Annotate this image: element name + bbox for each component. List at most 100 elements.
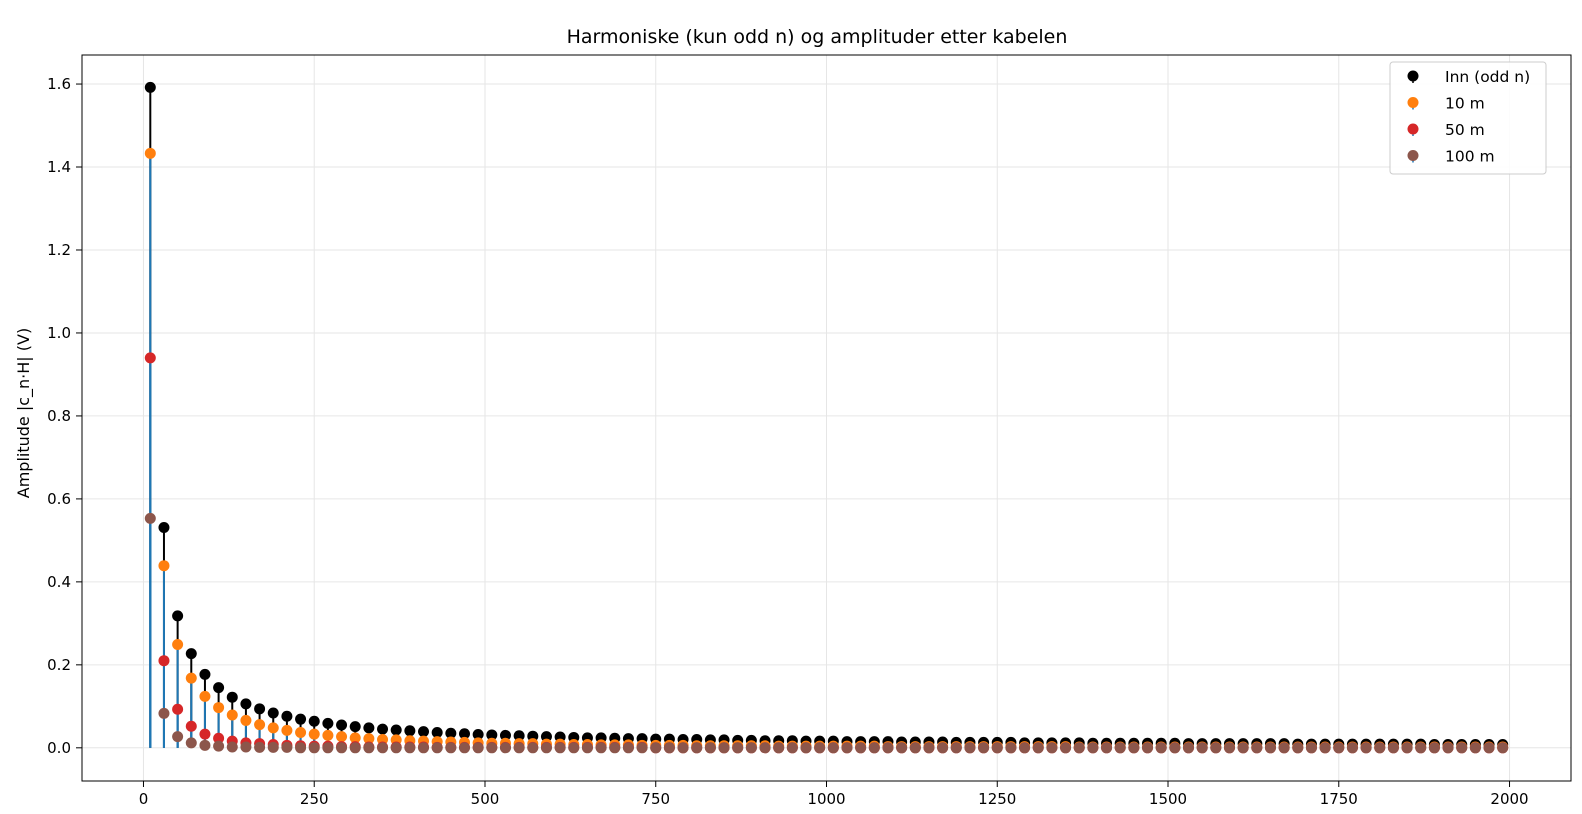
marker-10-m: [281, 724, 293, 736]
x-tick-label: 2000: [1490, 790, 1528, 808]
marker-100-m: [390, 742, 402, 754]
marker-inn-odd-n: [322, 717, 334, 729]
marker-100-m: [800, 742, 812, 754]
marker-50-m: [185, 720, 197, 732]
marker-inn-odd-n: [377, 723, 389, 735]
marker-inn-odd-n: [213, 682, 225, 694]
marker-100-m: [691, 742, 703, 754]
legend-box: [1389, 61, 1547, 175]
marker-100-m: [1456, 742, 1468, 754]
marker-10-m: [254, 719, 266, 731]
marker-100-m: [1346, 742, 1358, 754]
marker-100-m: [1183, 742, 1195, 754]
y-tick-label: 0.4: [47, 573, 71, 591]
marker-100-m: [472, 742, 484, 754]
marker-inn-odd-n: [144, 81, 156, 93]
marker-100-m: [868, 742, 880, 754]
marker-inn-odd-n: [486, 729, 498, 741]
marker-100-m: [1237, 742, 1249, 754]
marker-100-m: [677, 742, 689, 754]
marker-inn-odd-n: [472, 729, 484, 741]
y-tick-label: 0.2: [47, 656, 71, 674]
marker-50-m: [144, 352, 156, 364]
marker-100-m: [1483, 742, 1495, 754]
marker-100-m: [1251, 742, 1263, 754]
marker-100-m: [978, 742, 990, 754]
marker-inn-odd-n: [308, 715, 320, 727]
marker-100-m: [759, 742, 771, 754]
marker-inn-odd-n: [513, 730, 525, 742]
marker-100-m: [1333, 742, 1345, 754]
x-tick-label: 1750: [1320, 790, 1358, 808]
marker-100-m: [254, 741, 266, 753]
marker-100-m: [1387, 742, 1399, 754]
marker-100-m: [158, 707, 170, 719]
legend-marker-swatch: [1407, 97, 1419, 108]
marker-inn-odd-n: [336, 719, 348, 731]
marker-100-m: [377, 742, 389, 754]
marker-100-m: [1073, 742, 1085, 754]
marker-100-m: [1060, 742, 1072, 754]
marker-100-m: [896, 742, 908, 754]
y-tick-label: 1.6: [47, 75, 71, 93]
marker-inn-odd-n: [349, 721, 361, 733]
marker-inn-odd-n: [499, 729, 511, 741]
marker-100-m: [404, 742, 416, 754]
marker-100-m: [486, 742, 498, 754]
marker-50-m: [199, 728, 211, 740]
grid-lines: [82, 55, 1571, 781]
marker-10-m: [363, 733, 375, 745]
marker-100-m: [1374, 742, 1386, 754]
marker-10-m: [213, 702, 225, 714]
marker-100-m: [663, 742, 675, 754]
x-axis: 0 250 500 750 1000 1250 1500 1750 2000: [139, 781, 1529, 808]
marker-100-m: [1032, 742, 1044, 754]
marker-100-m: [418, 742, 430, 754]
marker-100-m: [1469, 742, 1481, 754]
marker-100-m: [295, 742, 307, 754]
marker-100-m: [1401, 742, 1413, 754]
marker-inn-odd-n: [254, 703, 266, 715]
legend-label: 50 m: [1445, 121, 1485, 139]
marker-100-m: [650, 742, 662, 754]
marker-100-m: [349, 742, 361, 754]
marker-100-m: [199, 739, 211, 751]
marker-100-m: [732, 742, 744, 754]
marker-50-m: [158, 655, 170, 667]
marker-100-m: [185, 737, 197, 749]
marker-100-m: [950, 742, 962, 754]
marker-100-m: [226, 741, 238, 753]
data-markers: [144, 81, 1509, 754]
marker-100-m: [308, 742, 320, 754]
marker-100-m: [1415, 742, 1427, 754]
y-axis: 0.0 0.2 0.4 0.6 0.8 1.0 1.2 1.4 1.6: [47, 75, 82, 757]
marker-inn-odd-n: [458, 728, 470, 740]
marker-100-m: [431, 742, 443, 754]
marker-inn-odd-n: [431, 726, 443, 738]
marker-100-m: [814, 742, 826, 754]
marker-100-m: [281, 741, 293, 753]
marker-100-m: [581, 742, 593, 754]
marker-10-m: [172, 639, 184, 651]
marker-inn-odd-n: [172, 610, 184, 622]
legend-marker-swatch: [1407, 70, 1419, 82]
legend-label: 10 m: [1445, 95, 1485, 113]
marker-inn-odd-n: [281, 710, 293, 722]
marker-inn-odd-n: [445, 727, 457, 739]
marker-10-m: [349, 732, 361, 744]
marker-100-m: [527, 742, 539, 754]
x-tick-label: 500: [471, 790, 500, 808]
marker-100-m: [1497, 742, 1509, 754]
marker-inn-odd-n: [295, 713, 307, 725]
x-tick-label: 750: [641, 790, 670, 808]
legend-marker-swatch: [1407, 123, 1419, 135]
marker-inn-odd-n: [158, 522, 170, 534]
marker-100-m: [213, 740, 225, 752]
marker-100-m: [745, 742, 757, 754]
marker-100-m: [554, 742, 566, 754]
marker-100-m: [855, 742, 867, 754]
marker-100-m: [937, 742, 949, 754]
marker-100-m: [1292, 742, 1304, 754]
